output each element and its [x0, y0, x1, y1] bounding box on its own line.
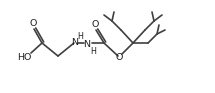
Text: O: O — [91, 20, 99, 28]
Text: H: H — [90, 46, 96, 56]
Text: H: H — [77, 32, 83, 40]
Text: O: O — [115, 53, 123, 61]
Text: N: N — [72, 37, 78, 46]
Text: O: O — [29, 19, 37, 28]
Text: HO: HO — [17, 53, 31, 61]
Text: N: N — [83, 40, 91, 49]
